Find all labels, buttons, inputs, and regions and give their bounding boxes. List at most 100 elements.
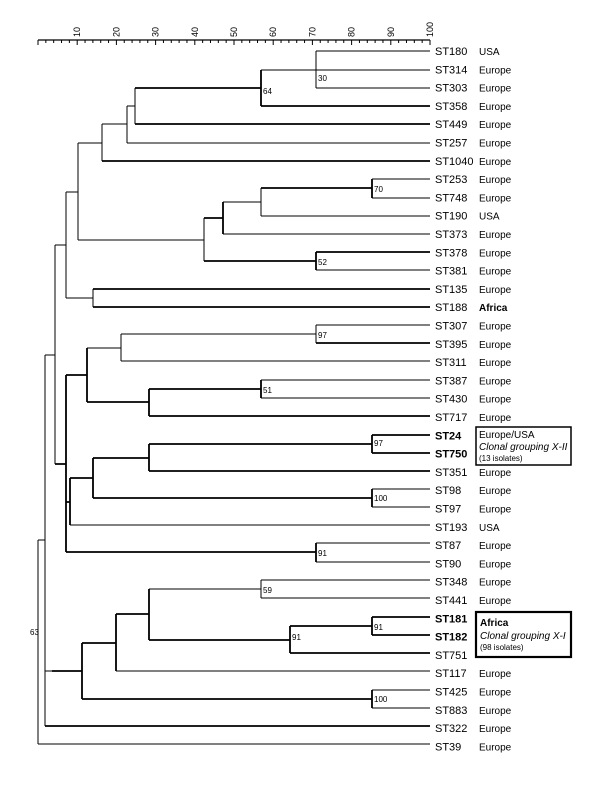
node-n29 xyxy=(149,626,291,653)
leaf-st-label: ST303 xyxy=(435,83,467,95)
leaf-region-label: Europe xyxy=(479,84,512,95)
box-x2-line3: (13 isolates) xyxy=(479,454,523,463)
node-n26 xyxy=(45,245,56,464)
node-n14 xyxy=(121,325,317,343)
leaf-st-label: ST883 xyxy=(435,705,467,717)
node-n31 xyxy=(82,614,117,671)
leaf-st-label: ST117 xyxy=(435,668,467,680)
leaf-st-label: ST257 xyxy=(435,138,467,150)
node-n11 xyxy=(66,143,79,240)
node-n3 xyxy=(127,88,136,124)
bootstrap-values: 30 64 70 52 97 51 97 100 91 59 91 91 100… xyxy=(30,74,388,704)
leaf-region-label: USA xyxy=(479,47,500,58)
node-n18 xyxy=(66,348,88,402)
leaf-region-label: Europe xyxy=(479,175,512,186)
clonal-grouping-x2-box: Europe/USA Clonal grouping X-II (13 isol… xyxy=(475,426,572,466)
node-n33 xyxy=(52,643,83,699)
node-n12 xyxy=(66,289,94,307)
leaf-st-label: ST381 xyxy=(435,266,467,278)
leaf-region-label: Europe xyxy=(479,358,512,369)
bootstrap-value: 51 xyxy=(263,386,272,395)
similarity-axis: 10 20 30 40 50 60 70 80 90 100 xyxy=(37,22,435,45)
leaf-region-label: Europe xyxy=(479,742,512,753)
leaf-region-label: Europe xyxy=(479,340,512,351)
leaf-st-label: ST181 xyxy=(435,613,467,625)
leaf-st-label: ST395 xyxy=(435,339,467,351)
node-n20 xyxy=(93,444,150,471)
box-x2-line2: Clonal grouping X-II xyxy=(479,442,568,453)
leaf-st-label: ST373 xyxy=(435,229,467,241)
clonal-grouping-x1-box: Africa Clonal grouping X-I (98 isolates) xyxy=(474,610,573,659)
leaf-st-label: ST90 xyxy=(435,558,461,570)
bootstrap-value: 52 xyxy=(318,258,327,267)
bootstrap-value: 100 xyxy=(374,695,388,704)
leaf-region-label: Europe xyxy=(479,596,512,607)
node-root xyxy=(37,539,45,744)
leaf-region-label: Europe xyxy=(479,578,512,589)
leaf-st-label: ST314 xyxy=(435,64,467,76)
axis-tick-label: 70 xyxy=(307,27,317,37)
leaf-region-label: USA xyxy=(479,212,500,223)
leaf-region-label: Europe xyxy=(479,706,512,717)
node-n27 xyxy=(149,580,262,598)
leaf-st-label: ST750 xyxy=(435,449,467,461)
bootstrap-value: 59 xyxy=(263,586,272,595)
box-x1-line3: (98 isolates) xyxy=(480,643,524,652)
bootstrap-value: 63 xyxy=(30,628,39,637)
leaf-st-label: ST748 xyxy=(435,192,467,204)
node-n19 xyxy=(149,435,373,453)
leaf-st-label: ST441 xyxy=(435,595,467,607)
node-n15 xyxy=(87,334,122,361)
leaf-st-label: ST98 xyxy=(435,485,461,497)
leaf-st-label: ST348 xyxy=(435,577,467,589)
node-n4 xyxy=(102,106,128,143)
axis-tick-label: 60 xyxy=(268,27,278,37)
leaf-st-label: ST39 xyxy=(435,741,461,753)
leaf-st-label: ST253 xyxy=(435,174,467,186)
axis-tick-label: 20 xyxy=(111,27,121,37)
leaf-st-label: ST351 xyxy=(435,467,467,479)
axis-tick-label: 10 xyxy=(72,27,82,37)
bootstrap-value: 30 xyxy=(318,74,327,83)
leaf-st-label: ST24 xyxy=(435,430,462,442)
box-x2-line1: Europe/USA xyxy=(479,430,535,441)
node-n28 xyxy=(290,617,373,635)
leaf-region-label: Europe xyxy=(479,724,512,735)
leaf-region-label: USA xyxy=(479,523,500,534)
leaf-st-label: ST751 xyxy=(435,650,467,662)
bootstrap-value: 91 xyxy=(292,633,301,642)
axis-tick-label: 80 xyxy=(347,27,357,37)
leaf-region-label: Europe xyxy=(479,486,512,497)
bootstrap-value: 100 xyxy=(374,494,388,503)
node-n2 xyxy=(135,70,262,106)
leaf-region-label: Europe xyxy=(479,376,512,387)
leaf-region-label: Europe xyxy=(479,267,512,278)
bootstrap-value: 64 xyxy=(263,87,272,96)
leaf-region-label: Europe xyxy=(479,413,512,424)
leaf-region-label: Europe xyxy=(479,193,512,204)
leaf-region-label: Europe xyxy=(479,559,512,570)
leaf-st-label: ST430 xyxy=(435,394,467,406)
axis-tick-label: 30 xyxy=(151,27,161,37)
leaf-labels: ST180 USA ST314 Europe ST303 Europe ST358 Europ… xyxy=(435,46,512,753)
leaf-region-label: Europe xyxy=(479,688,512,699)
leaf-st-label: ST322 xyxy=(435,723,467,735)
axis-tick-label: 100 xyxy=(425,22,435,37)
box-x1-line2: Clonal grouping X-I xyxy=(480,631,566,642)
node-n22 xyxy=(70,458,94,498)
axis-tick-label: 50 xyxy=(229,27,239,37)
tree-branches xyxy=(37,50,430,745)
leaf-st-label: ST180 xyxy=(435,46,467,58)
axis-tick-label: 90 xyxy=(386,27,396,37)
node-n1 xyxy=(261,51,317,88)
leaf-region-label: Africa xyxy=(479,303,508,314)
node-n32 xyxy=(82,690,373,708)
leaf-st-label: ST307 xyxy=(435,321,467,333)
leaf-st-label: ST387 xyxy=(435,375,467,387)
leaf-st-label: ST717 xyxy=(435,412,467,424)
node-n8 xyxy=(204,202,224,234)
bootstrap-value: 70 xyxy=(374,185,383,194)
node-n7 xyxy=(223,188,262,216)
leaf-st-label: ST135 xyxy=(435,284,467,296)
leaf-region-label: Europe xyxy=(479,102,512,113)
